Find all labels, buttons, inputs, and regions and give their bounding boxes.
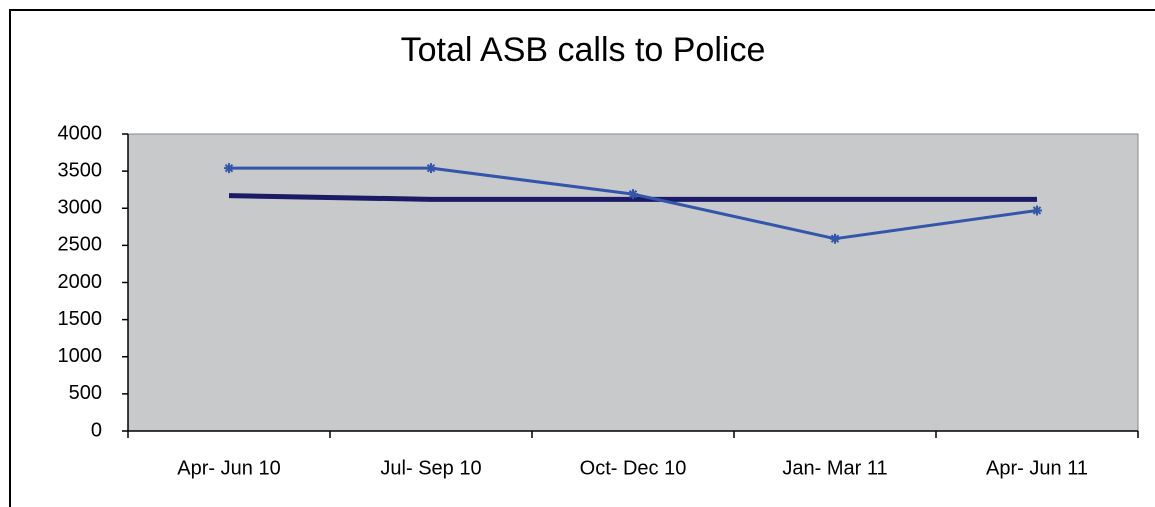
y-tick-label: 3500 <box>58 159 103 181</box>
y-tick-label: 2000 <box>58 271 103 293</box>
y-tick-label: 1500 <box>58 308 103 330</box>
y-tick-label: 2500 <box>58 234 103 256</box>
y-tick-label: 500 <box>69 382 102 404</box>
data-marker <box>628 189 638 200</box>
data-marker <box>830 233 840 244</box>
x-tick-label: Jul- Sep 10 <box>380 457 481 479</box>
y-tick-label: 0 <box>91 419 102 441</box>
series-line <box>228 193 1037 202</box>
y-tick-label: 3000 <box>58 197 103 219</box>
x-tick-label: Oct- Dec 10 <box>580 457 687 479</box>
data-marker <box>1032 205 1042 216</box>
chart-title: Total ASB calls to Police <box>401 31 766 69</box>
y-tick-label: 4000 <box>58 122 103 144</box>
data-marker <box>224 163 234 174</box>
x-tick-label: Apr- Jun 10 <box>177 457 280 479</box>
plot-area <box>127 133 1139 432</box>
y-tick-label: 1000 <box>58 345 103 367</box>
x-tick-label: Jan- Mar 11 <box>782 457 887 479</box>
data-marker <box>426 163 436 174</box>
x-tick-label: Apr- Jun 11 <box>986 457 1088 479</box>
